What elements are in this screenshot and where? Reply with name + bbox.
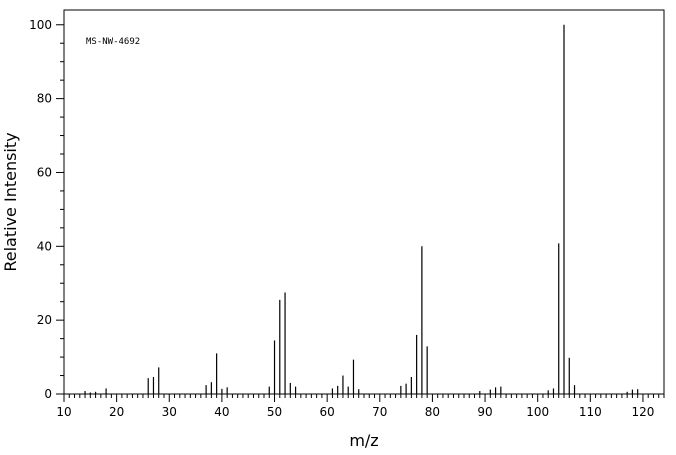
x-tick-label: 10 bbox=[56, 405, 71, 419]
spectrum-peaks bbox=[84, 24, 639, 394]
x-tick-label: 110 bbox=[579, 405, 602, 419]
x-tick-label: 20 bbox=[109, 405, 124, 419]
major-ticks bbox=[56, 24, 644, 402]
x-tick-label: 120 bbox=[631, 405, 654, 419]
x-tick-label: 60 bbox=[320, 405, 335, 419]
tick-labels: 10 20 30 40 50 60 70 80 90 100 110 120 0 20 40 60 80 100 bbox=[29, 18, 654, 419]
x-tick-label: 30 bbox=[162, 405, 177, 419]
y-tick-label: 0 bbox=[44, 387, 52, 401]
x-tick-label: 100 bbox=[526, 405, 549, 419]
minor-ticks bbox=[60, 42, 665, 398]
x-tick-label: 70 bbox=[372, 405, 387, 419]
plot-area-frame bbox=[63, 9, 665, 395]
spectrum-id-label: MS-NW-4692 bbox=[86, 37, 140, 47]
x-tick-label: 80 bbox=[425, 405, 440, 419]
y-tick-label: 20 bbox=[37, 313, 52, 327]
x-tick-label: 50 bbox=[267, 405, 282, 419]
y-tick-label: 40 bbox=[37, 239, 52, 253]
x-tick-label: 40 bbox=[214, 405, 229, 419]
x-tick-label: 90 bbox=[477, 405, 492, 419]
y-tick-label: 60 bbox=[37, 165, 52, 179]
x-axis-title: m/z bbox=[349, 431, 378, 450]
y-tick-label: 80 bbox=[37, 92, 52, 106]
y-tick-label: 100 bbox=[29, 18, 52, 32]
y-axis-title: Relative Intensity bbox=[1, 132, 20, 271]
